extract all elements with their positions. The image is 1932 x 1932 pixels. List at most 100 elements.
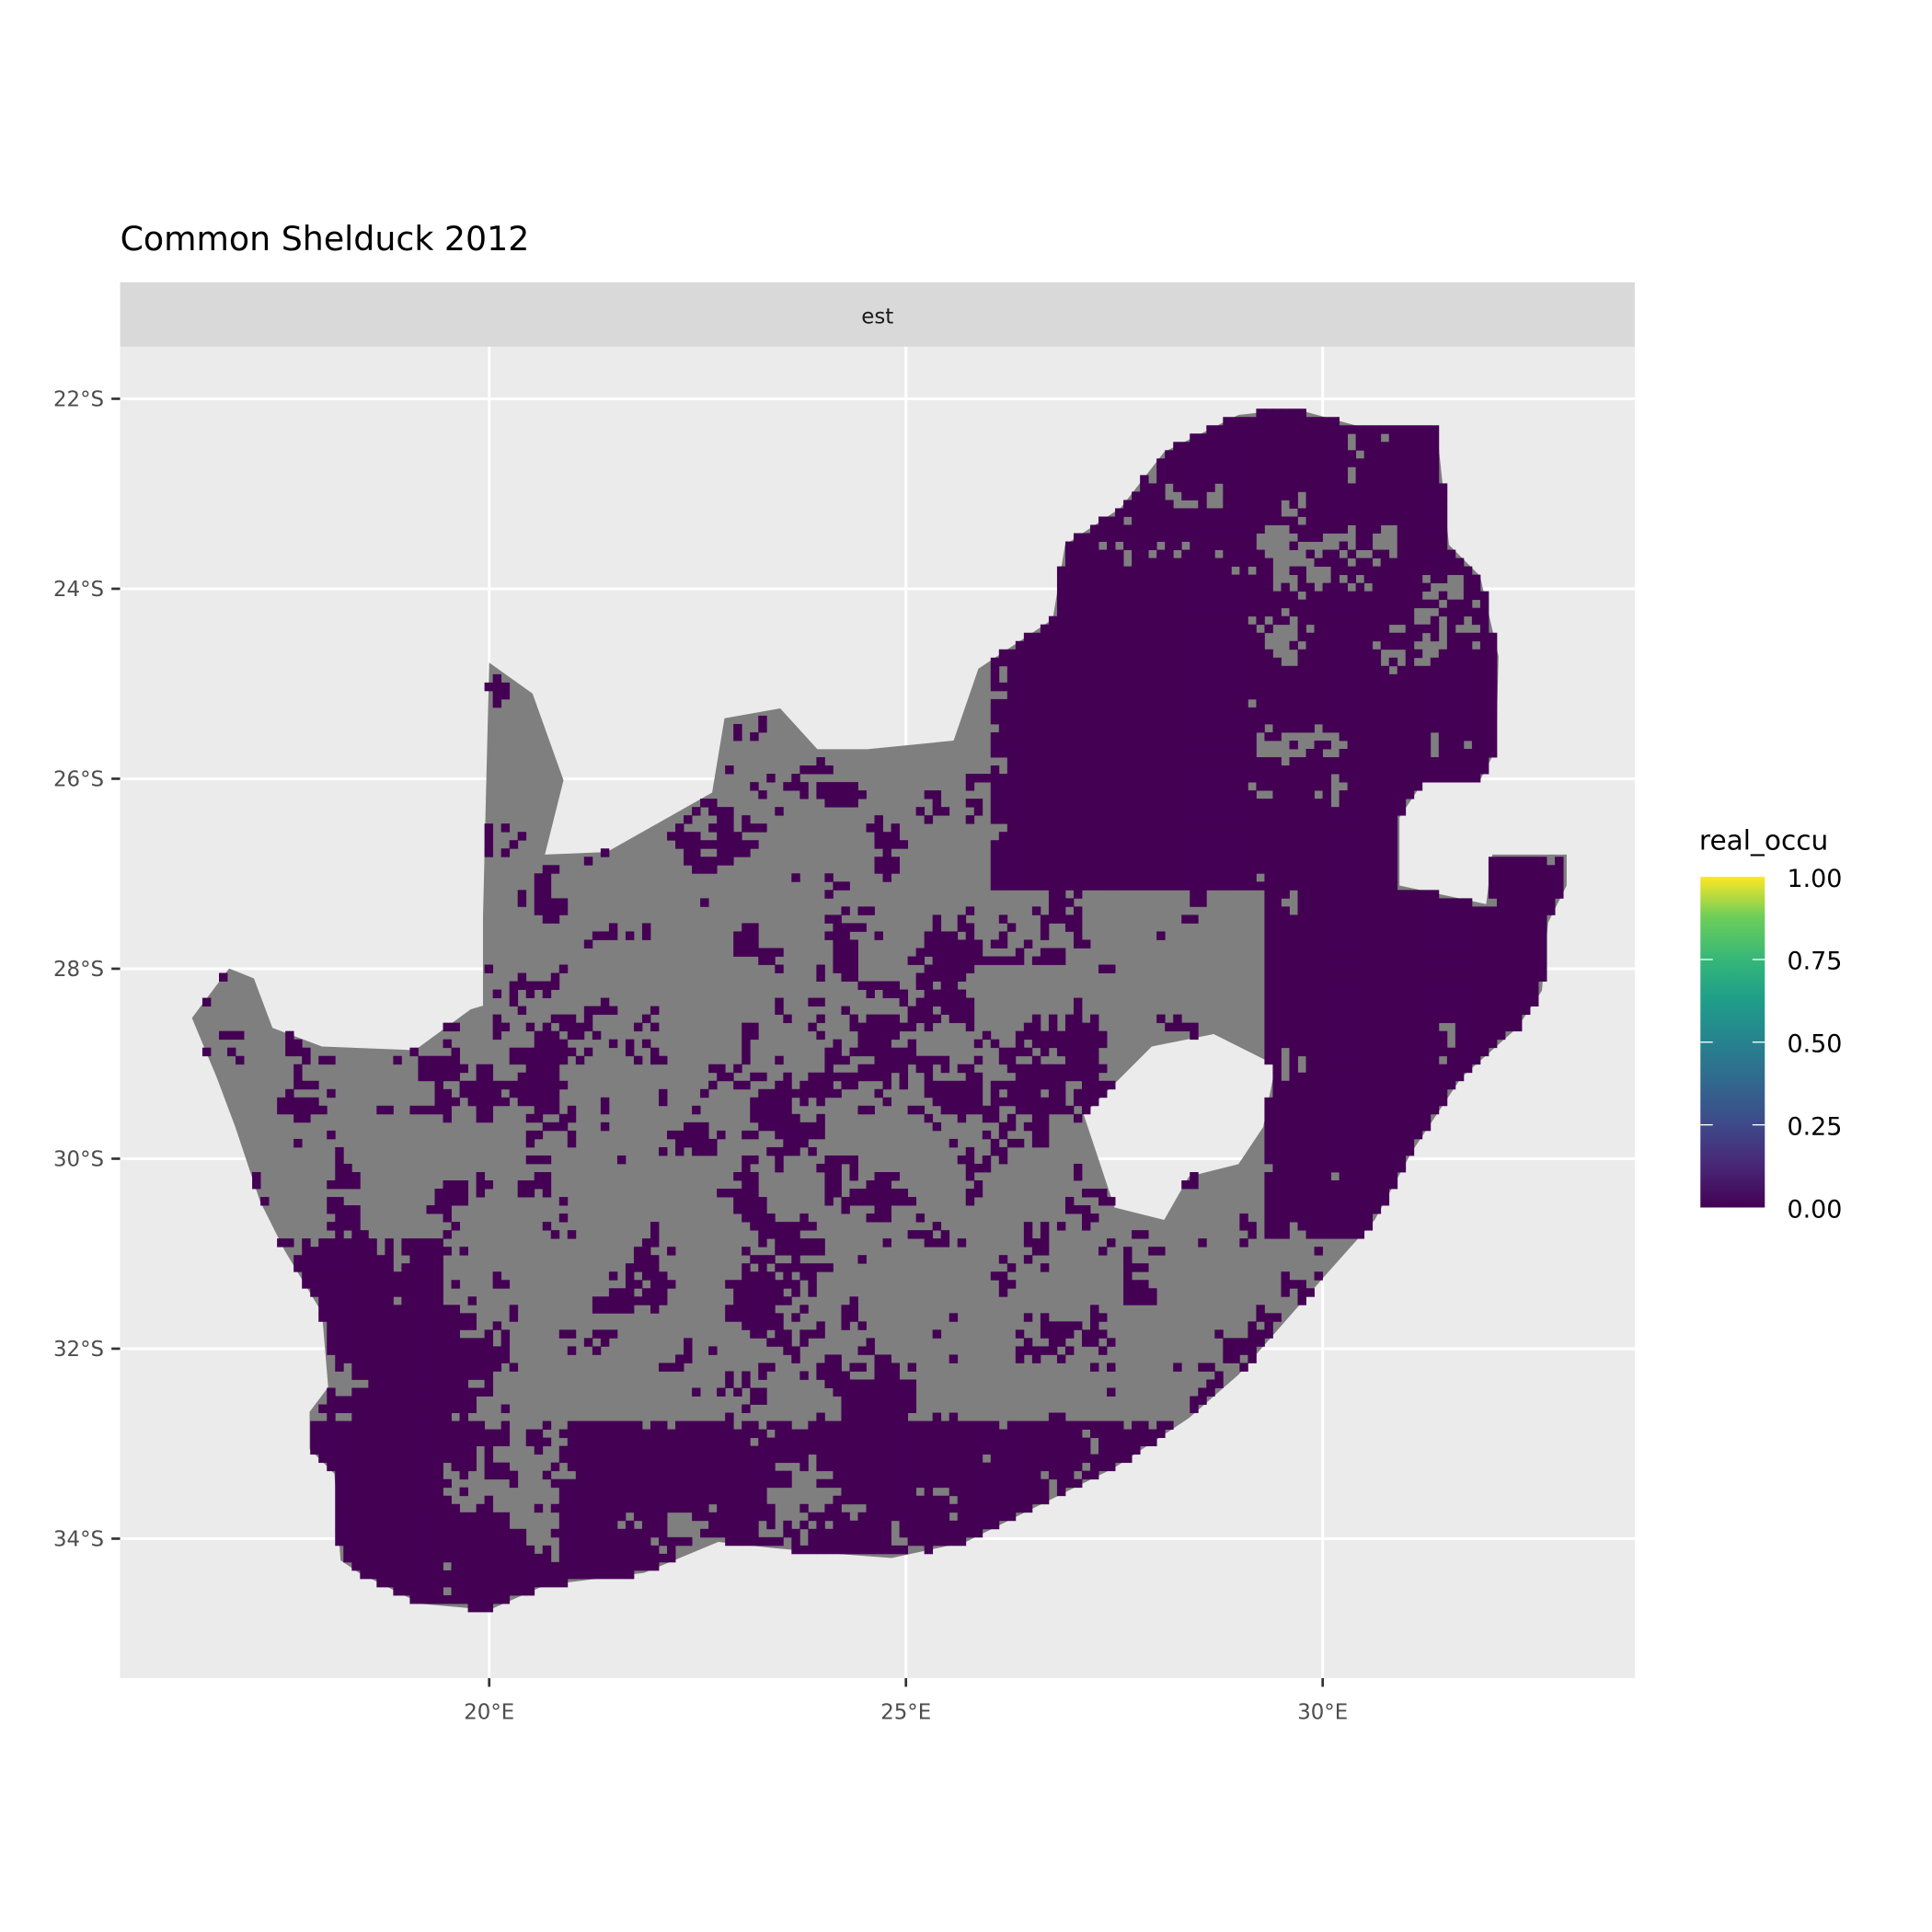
raster-cell	[1471, 731, 1481, 742]
raster-cell	[1048, 873, 1058, 882]
raster-cell	[1405, 1014, 1415, 1024]
raster-cell	[1397, 1088, 1407, 1098]
raster-cell	[1488, 906, 1498, 915]
raster-cell	[625, 1263, 635, 1272]
raster-cell	[1355, 591, 1365, 601]
raster-cell	[750, 931, 759, 940]
raster-cell	[434, 1271, 443, 1281]
raster-cell	[1181, 774, 1190, 783]
raster-cell	[1430, 508, 1440, 517]
raster-cell	[808, 1130, 817, 1140]
raster-cell	[733, 1080, 742, 1090]
raster-cell	[1488, 857, 1498, 866]
raster-cell	[1082, 765, 1091, 775]
raster-cell	[1098, 698, 1108, 708]
raster-cell	[1363, 881, 1374, 891]
raster-cell	[1347, 450, 1357, 459]
raster-cell	[1132, 657, 1141, 667]
raster-cell	[1355, 1180, 1365, 1190]
raster-cell	[1322, 782, 1331, 791]
raster-cell	[1006, 1113, 1017, 1123]
raster-cell	[1339, 964, 1349, 973]
raster-cell	[1198, 815, 1207, 824]
raster-cell	[1297, 799, 1306, 808]
raster-cell	[1064, 574, 1075, 584]
raster-cell	[1297, 566, 1306, 576]
raster-cell	[692, 1130, 701, 1140]
raster-cell	[1090, 873, 1099, 882]
raster-cell	[1297, 1146, 1306, 1156]
raster-cell	[1090, 823, 1099, 833]
raster-cell	[1330, 715, 1340, 725]
raster-cell	[1056, 1039, 1066, 1049]
raster-cell	[1322, 673, 1331, 684]
raster-cell	[1190, 741, 1199, 750]
raster-cell	[1190, 832, 1199, 841]
raster-cell	[1413, 923, 1423, 932]
raster-cell	[201, 1047, 212, 1057]
raster-cell	[1015, 832, 1025, 841]
raster-cell	[1322, 956, 1331, 965]
raster-cell	[1098, 848, 1108, 857]
raster-cell	[998, 873, 1008, 882]
raster-cell	[1314, 690, 1323, 700]
raster-cell	[1064, 698, 1075, 708]
raster-cell	[899, 1022, 908, 1032]
raster-cell	[1148, 582, 1157, 592]
raster-cell	[1156, 865, 1166, 874]
raster-cell	[1555, 881, 1564, 891]
raster-cell	[1156, 931, 1166, 940]
raster-cell	[816, 1130, 825, 1140]
raster-cell	[717, 1189, 726, 1198]
raster-cell	[641, 1238, 651, 1248]
raster-cell	[1413, 599, 1423, 609]
raster-cell	[1513, 948, 1523, 957]
raster-cell	[525, 981, 535, 990]
raster-cell	[1272, 931, 1282, 940]
raster-cell	[775, 1230, 784, 1239]
raster-cell	[973, 807, 983, 816]
raster-cell	[1330, 458, 1340, 467]
raster-cell	[1455, 749, 1465, 758]
raster-cell	[1305, 1155, 1315, 1165]
raster-cell	[1048, 956, 1058, 965]
raster-cell	[1339, 1088, 1349, 1098]
raster-cell	[932, 989, 942, 998]
raster-cell	[484, 1072, 494, 1082]
raster-cell	[1388, 508, 1398, 517]
raster-cell	[742, 1271, 751, 1281]
raster-cell	[1198, 591, 1207, 601]
raster-cell	[1471, 981, 1481, 990]
raster-cell	[277, 1097, 286, 1107]
raster-cell	[385, 1255, 394, 1264]
raster-cell	[1555, 873, 1564, 882]
raster-cell	[1438, 964, 1448, 973]
raster-cell	[1380, 815, 1390, 824]
raster-cell	[1056, 807, 1066, 816]
raster-cell	[857, 1072, 867, 1082]
raster-cell	[1305, 1163, 1315, 1173]
raster-cell	[1264, 500, 1273, 509]
raster-cell	[550, 981, 560, 990]
raster-cell	[1413, 1030, 1423, 1041]
raster-cell	[1438, 741, 1448, 750]
raster-cell	[1015, 799, 1025, 808]
raster-cell	[1397, 765, 1407, 775]
raster-cell	[766, 1121, 776, 1132]
raster-cell	[1272, 823, 1282, 833]
raster-cell	[1380, 1030, 1390, 1041]
raster-cell	[1206, 857, 1215, 866]
raster-cell	[899, 1189, 908, 1198]
raster-cell	[1115, 807, 1124, 816]
raster-cell	[1289, 972, 1298, 982]
raster-cell	[1056, 1222, 1066, 1231]
raster-cell	[1181, 914, 1190, 924]
raster-cell	[1132, 765, 1141, 775]
raster-cell	[700, 840, 709, 849]
raster-cell	[849, 1172, 858, 1181]
raster-cell	[1372, 790, 1382, 799]
raster-cell	[1421, 1055, 1432, 1065]
raster-cell	[1015, 1088, 1025, 1098]
raster-cell	[1388, 640, 1398, 650]
raster-cell	[758, 1205, 767, 1214]
